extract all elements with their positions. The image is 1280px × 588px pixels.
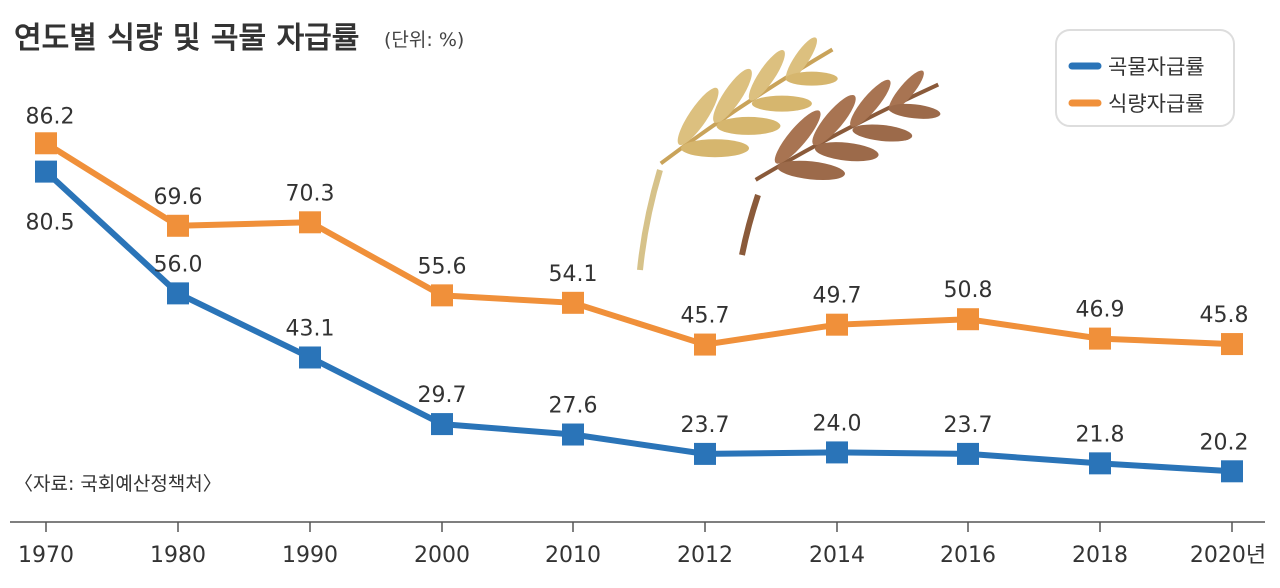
x-tick-label: 1980 — [150, 543, 206, 568]
data-point-food — [1089, 327, 1111, 350]
data-point-grain — [431, 413, 453, 436]
x-tick-label: 2018 — [1072, 543, 1128, 568]
data-point-food — [167, 214, 189, 237]
data-point-grain — [562, 423, 584, 446]
chart-title: 연도별 식량 및 곡물 자급률 — [14, 21, 359, 56]
legend-label-food: 식량자급률 — [1108, 92, 1205, 116]
x-axis-ticks: 1970 1980 1990 2000 2010 2012 2014 2016 2018 2020… — [18, 522, 1266, 568]
data-label-grain: 21.8 — [1076, 422, 1125, 447]
data-point-grain — [826, 441, 848, 464]
data-label-food: 54.1 — [549, 262, 598, 287]
data-label-grain: 23.7 — [944, 413, 993, 438]
x-tick-label: 1990 — [282, 543, 338, 568]
data-point-grain — [299, 346, 321, 369]
legend: 곡물자급률 식량자급률 — [1055, 29, 1235, 127]
data-label-grain: 29.7 — [418, 383, 467, 408]
data-label-food: 45.8 — [1200, 303, 1249, 328]
x-tick-label: 2012 — [677, 543, 733, 568]
data-label-grain: 24.0 — [813, 411, 862, 436]
data-point-food — [431, 284, 453, 307]
series-line-food — [44, 140, 1233, 348]
source-note: 〈자료: 국회예산정책처〉 — [14, 473, 222, 495]
data-label-food: 46.9 — [1076, 298, 1125, 323]
data-point-grain — [694, 442, 716, 465]
data-point-grain — [167, 282, 189, 305]
data-label-grain: 80.5 — [26, 211, 75, 236]
data-label-food: 70.3 — [286, 181, 335, 206]
data-point-food — [957, 308, 979, 331]
data-label-grain: 43.1 — [286, 316, 335, 341]
series-line-grain — [43, 169, 1233, 475]
data-point-grain — [35, 160, 57, 183]
data-point-food — [299, 211, 321, 234]
data-label-grain: 56.0 — [154, 252, 203, 277]
data-point-grain — [1221, 460, 1243, 483]
data-point-food — [1221, 333, 1243, 356]
data-point-grain — [957, 442, 979, 465]
x-tick-label: 1970 — [18, 543, 74, 568]
data-label-food: 69.6 — [154, 185, 203, 210]
data-point-food — [35, 132, 57, 155]
series-layer: 86.2 69.6 70.3 55.6 54.1 45.7 49.7 50.8 46.9 45.8… — [26, 104, 1249, 483]
x-tick-label: 2014 — [809, 543, 865, 568]
data-label-grain: 20.2 — [1200, 430, 1249, 455]
data-point-food — [826, 313, 848, 336]
data-point-food — [694, 333, 716, 356]
unit-note: (단위: %) — [384, 29, 464, 51]
data-label-food: 86.2 — [26, 104, 75, 129]
wheat-ears-icon — [637, 37, 941, 271]
legend-label-grain: 곡물자급률 — [1108, 55, 1205, 79]
data-point-grain — [1089, 452, 1111, 475]
x-tick-label: 2020년 — [1190, 543, 1266, 568]
data-label-food: 49.7 — [813, 284, 862, 309]
data-label-food: 45.7 — [681, 304, 730, 329]
data-label-grain: 23.7 — [681, 413, 730, 438]
x-tick-label: 2010 — [545, 543, 601, 568]
data-label-food: 55.6 — [418, 254, 467, 279]
x-tick-label: 2016 — [940, 543, 996, 568]
data-label-grain: 27.6 — [549, 394, 598, 419]
data-point-food — [562, 291, 584, 314]
data-label-food: 50.8 — [944, 278, 993, 303]
x-tick-label: 2000 — [414, 543, 470, 568]
